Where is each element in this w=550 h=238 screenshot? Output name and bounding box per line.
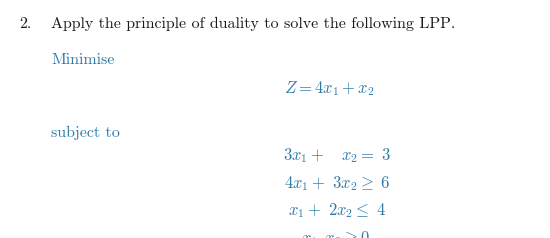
- Text: Minimise: Minimise: [51, 53, 115, 67]
- Text: $4x_1 + \ 3x_2 \geq \ 6$: $4x_1 + \ 3x_2 \geq \ 6$: [284, 175, 390, 193]
- Text: $x_1, x_2 \geq 0.$: $x_1, x_2 \geq 0.$: [301, 229, 373, 238]
- Text: $Z = 4x_1 + x_2$: $Z = 4x_1 + x_2$: [284, 79, 374, 98]
- Text: $x_1 + \ 2x_2 \leq \ 4$: $x_1 + \ 2x_2 \leq \ 4$: [288, 201, 386, 220]
- Text: subject to: subject to: [51, 125, 120, 140]
- Text: Apply the principle of duality to solve the following LPP.: Apply the principle of duality to solve …: [51, 17, 456, 31]
- Text: 2.: 2.: [19, 17, 31, 31]
- Text: $3x_1 + \quad x_2 = \ 3$: $3x_1 + \quad x_2 = \ 3$: [283, 146, 391, 165]
